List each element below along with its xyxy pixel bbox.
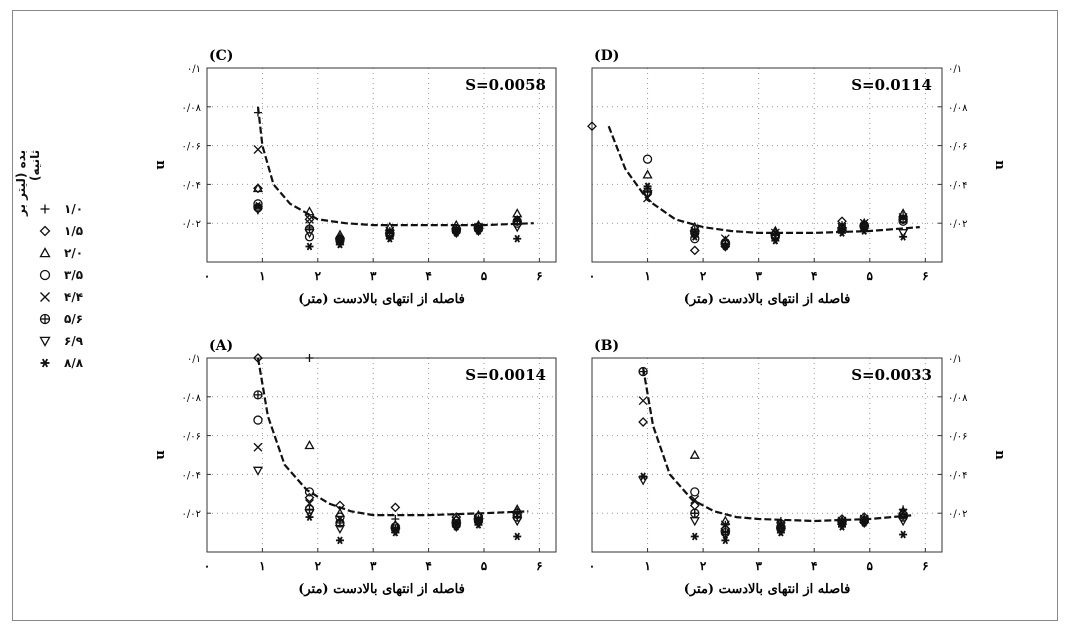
circle-plus-icon <box>39 313 51 325</box>
legend-item: ۸/۸ <box>38 352 83 374</box>
legend-label: ۲/۰ <box>64 246 84 260</box>
legend-label: ۸/۸ <box>64 356 84 370</box>
star-icon <box>40 358 50 368</box>
legend-label: ۴/۴ <box>64 290 84 304</box>
circle-plus-marker <box>39 313 51 325</box>
legend-items: ۱/۰ ۱/۵ ۲/۰ ۳/۵ ۴/۴ ۵/۶ ۶/۹ ۸/۸ <box>38 198 83 374</box>
legend-item: ۲/۰ <box>38 242 83 264</box>
triangle-down-marker <box>39 336 51 347</box>
cross-marker <box>40 292 50 302</box>
triangle-down-icon <box>39 336 51 347</box>
diamond-marker <box>39 225 51 237</box>
plus-marker <box>40 204 50 214</box>
legend-label: ۵/۶ <box>64 312 84 326</box>
legend-label: ۶/۹ <box>64 334 84 348</box>
star-marker <box>40 358 50 368</box>
legend-item: ۶/۹ <box>38 330 83 352</box>
triangle-marker <box>39 247 51 258</box>
legend-item: ۳/۵ <box>38 264 83 286</box>
legend-item: ۵/۶ <box>38 308 83 330</box>
circle-icon <box>39 269 51 281</box>
triangle-icon <box>39 247 51 258</box>
plus-icon <box>40 204 50 214</box>
legend-item: ۱/۰ <box>38 198 83 220</box>
legend-label: ۱/۰ <box>64 202 84 216</box>
legend-item: ۴/۴ <box>38 286 83 308</box>
circle-marker <box>39 269 51 281</box>
figure-frame <box>12 10 1058 621</box>
legend-label: ۱/۵ <box>64 224 84 238</box>
diamond-icon <box>39 225 51 237</box>
legend-item: ۱/۵ <box>38 220 83 242</box>
cross-icon <box>40 292 50 302</box>
legend-label: ۳/۵ <box>64 268 84 282</box>
